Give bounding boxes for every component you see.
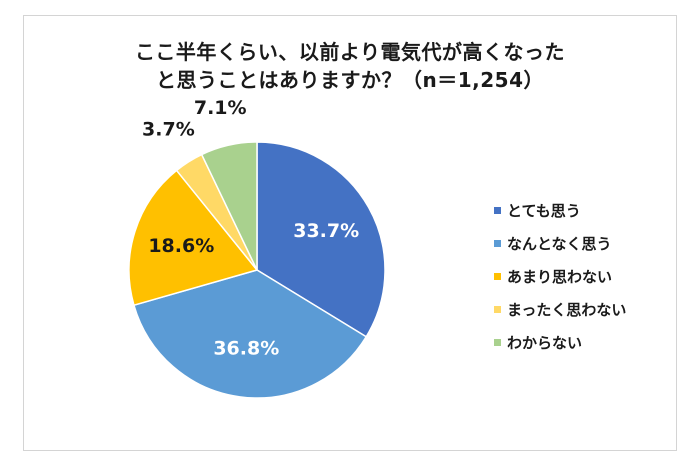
- legend-swatch-5: [494, 339, 501, 346]
- legend-label-1: とても思う: [507, 202, 581, 220]
- pie-slice-1: [256, 141, 386, 338]
- legend-item-3: あまり思わない: [494, 260, 626, 293]
- legend-swatch-3: [494, 273, 501, 280]
- legend-item-4: まったく思わない: [494, 293, 626, 326]
- chart-title-line-2: と思うことはありますか？（n＝1,254）: [156, 68, 544, 92]
- pie-slice-5: [200, 141, 258, 271]
- data-label-4: 3.7%: [142, 119, 195, 141]
- legend-swatch-2: [494, 240, 501, 247]
- chart-title: ここ半年くらい、以前より電気代が高くなった と思うことはありますか？（n＝1,2…: [0, 38, 700, 94]
- legend-swatch-1: [494, 207, 501, 214]
- pie-slice-2: [133, 269, 368, 399]
- legend-item-5: わからない: [494, 326, 626, 359]
- data-label-1: 33.7%: [293, 220, 359, 242]
- chart-legend: とても思うなんとなく思う あまり思わない まったく思わない わからない: [494, 194, 626, 359]
- legend-swatch-4: [494, 306, 501, 313]
- legend-label-4: まったく思わない: [507, 301, 627, 319]
- legend-label-3: あまり思わない: [507, 268, 613, 286]
- legend-label-5: わからない: [507, 334, 583, 352]
- pie-slice-3: [128, 169, 259, 307]
- legend-item-2: なんとなく思う: [494, 227, 626, 260]
- legend-item-1: とても思う: [494, 194, 626, 227]
- data-label-2: 36.8%: [213, 338, 279, 360]
- data-label-5: 7.1%: [194, 97, 247, 119]
- chart-title-line-1: ここ半年くらい、以前より電気代が高くなった: [134, 40, 566, 64]
- legend-label-2: なんとなく思う: [507, 235, 612, 253]
- data-label-3: 18.6%: [148, 235, 214, 257]
